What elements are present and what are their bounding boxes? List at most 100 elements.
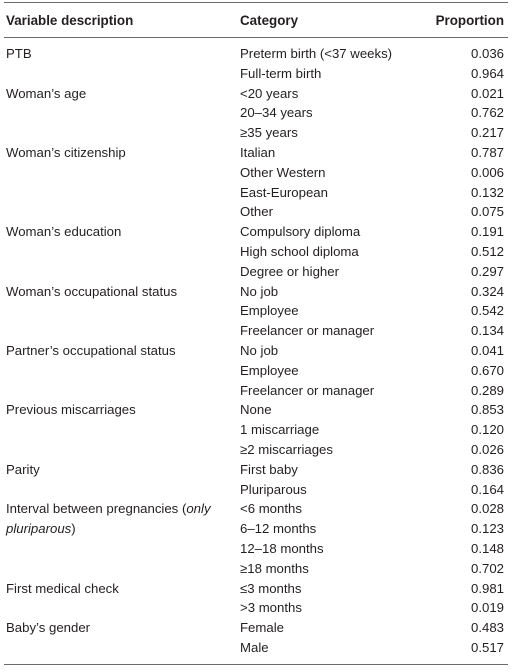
variable-text: Woman’s citizenship [6,144,126,160]
cell-category: Italian [240,144,276,160]
cell-variable-description: pluriparous) [4,519,240,539]
cell-proportion: 0.075 [470,204,504,220]
cell-proportion: 0.836 [470,461,504,477]
cell-category: Preterm birth (<37 weeks) [240,46,393,61]
cell-category: Freelancer or manager [240,323,375,339]
cell-category: Pluriparous [240,481,307,497]
table-row: Woman’s occupational status No job 0.324 [4,282,508,302]
table-row: Other 0.075 [4,202,508,222]
cell-variable-description: Baby’s gender [4,618,240,638]
cell-variable-description: Woman’s citizenship [4,143,240,163]
cell-proportion: 0.517 [470,639,504,655]
cell-proportion: 0.483 [470,620,504,636]
cell-proportion: 0.021 [470,85,504,101]
cell-category: High school diploma [240,243,359,259]
table-row: East-European 0.132 [4,183,508,203]
variable-text: Woman’s education [6,224,122,240]
cell-proportion: 0.512 [470,243,504,259]
cell-category: Other Western [240,164,326,180]
cell-proportion: 0.981 [470,580,504,596]
cell-variable-description: Woman’s occupational status [4,282,240,302]
cell-category: Employee [240,303,299,319]
table-top-rule [4,2,508,3]
variable-text: Previous miscarriages [6,402,136,418]
cell-proportion: 0.289 [470,382,504,398]
cell-proportion: 0.964 [470,65,504,81]
cell-proportion: 0.134 [470,323,504,339]
table-row: High school diploma 0.512 [4,242,508,262]
table-row: First medical check ≤3 months 0.981 [4,579,508,599]
table-header-rule [4,37,508,38]
cell-category: Freelancer or manager [240,382,375,398]
cell-category: 6–12 months [240,521,317,537]
cell-category: 1 miscarriage [240,422,320,438]
cell-proportion: 0.297 [470,263,504,279]
table-row: ≥2 miscarriages 0.026 [4,440,508,460]
table-row: Full-term birth 0.964 [4,64,508,84]
cell-variable-description: Woman’s age [4,84,240,104]
variable-text: Woman’s age [6,85,87,101]
table-row: Employee 0.542 [4,301,508,321]
table-row: 20–34 years 0.762 [4,103,508,123]
variable-text: Parity [6,461,40,477]
table-row: Freelancer or manager 0.289 [4,381,508,401]
variable-text: First medical check [6,580,119,596]
cell-category: No job [240,283,279,299]
cell-proportion: 0.148 [470,540,504,556]
table-bottom-rule [4,663,508,665]
cell-category: Male [240,639,269,655]
cell-proportion: 0.702 [470,560,504,576]
cell-proportion: 0.006 [470,164,504,180]
table-body: PTB Preterm birth (<37 weeks) 0.036 Full-te… [4,38,508,664]
cell-variable-description: First medical check [4,579,240,599]
cell-proportion: 0.853 [470,402,504,418]
table-row: Interval between pregnancies (only <6 mon… [4,499,508,519]
table-row: ≥18 months 0.702 [4,559,508,579]
cell-category: Degree or higher [240,263,339,279]
cell-proportion: 0.019 [470,600,504,616]
table-row: Previous miscarriages None 0.853 [4,400,508,420]
cell-category: <20 years [240,85,299,101]
cell-category: ≥35 years [240,125,298,141]
header-category: Category [240,12,299,28]
cell-variable-description: Partner’s occupational status [4,341,240,361]
variable-text: Woman’s occupational status [6,283,178,299]
table-row: Freelancer or manager 0.134 [4,321,508,341]
table-row: >3 months 0.019 [4,598,508,618]
variable-suffix-text: ) [71,521,76,537]
cell-variable-description: PTB [4,44,240,64]
variable-text: Baby’s gender [6,620,91,636]
cell-proportion: 0.324 [470,283,504,299]
variable-text: Partner’s occupational status [6,342,176,358]
cell-category: >3 months [240,600,302,616]
cell-category: <6 months [240,501,302,517]
table-row: Woman’s age <20 years 0.021 [4,84,508,104]
cell-proportion: 0.191 [470,224,504,240]
cell-category: 20–34 years [240,105,313,121]
table-row: 1 miscarriage 0.120 [4,420,508,440]
cell-category: Female [240,620,284,636]
cell-proportion: 0.762 [470,105,504,121]
cell-proportion: 0.164 [470,481,504,497]
cell-category: Employee [240,362,299,378]
table-row: pluriparous) 6–12 months 0.123 [4,519,508,539]
table-row: Degree or higher 0.297 [4,262,508,282]
table-row: ≥35 years 0.217 [4,123,508,143]
cell-variable-description: Parity [4,460,240,480]
cell-proportion: 0.123 [470,521,504,537]
cell-variable-description: Previous miscarriages [4,400,240,420]
table-row: Woman’s education Compulsory diploma 0.191 [4,222,508,242]
table-row: Baby’s gender Female 0.483 [4,618,508,638]
table-row: Male 0.517 [4,638,508,658]
cell-variable-description: Interval between pregnancies (only [4,499,240,519]
cell-proportion: 0.036 [470,46,504,61]
cell-proportion: 0.217 [470,125,504,141]
cell-proportion: 0.132 [470,184,504,200]
data-table: Variable description Category Proportion… [4,2,508,665]
cell-category: Other [240,204,273,220]
cell-category: Full-term birth [240,65,322,81]
cell-proportion: 0.542 [470,303,504,319]
cell-category: Compulsory diploma [240,224,361,240]
table-row: Woman’s citizenship Italian 0.787 [4,143,508,163]
table-row: Employee 0.670 [4,361,508,381]
